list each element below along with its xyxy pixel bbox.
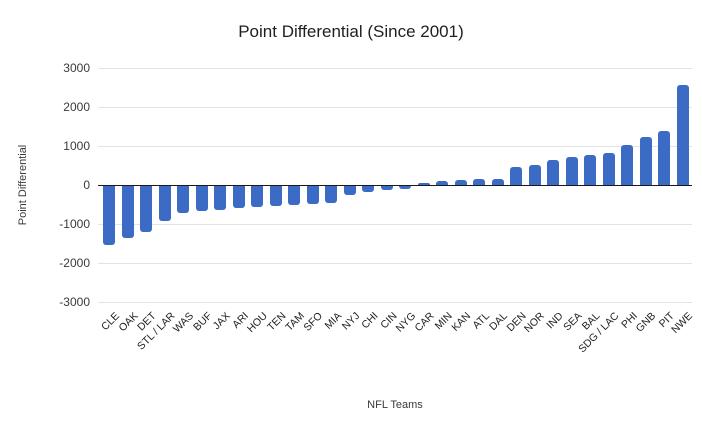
bar-ind bbox=[547, 160, 560, 185]
bar-sea bbox=[565, 157, 578, 185]
bar-cin bbox=[380, 186, 393, 190]
bar-hou bbox=[251, 186, 264, 208]
x-tick-label: JAX bbox=[210, 310, 233, 333]
y-axis-title: Point Differential bbox=[17, 144, 29, 226]
gridline bbox=[98, 106, 692, 108]
y-tick-label: 2000 bbox=[63, 99, 90, 114]
bar-pit bbox=[658, 131, 671, 185]
gridline bbox=[98, 263, 692, 265]
bar-buf bbox=[195, 186, 208, 211]
y-tick-label: 1000 bbox=[63, 138, 90, 153]
y-tick-label: 3000 bbox=[63, 60, 90, 75]
bar-bal bbox=[584, 154, 597, 185]
bar-oak bbox=[121, 186, 134, 238]
x-tick-label: CLE bbox=[98, 310, 122, 333]
bar-tam bbox=[288, 186, 301, 206]
y-tick-label: 0 bbox=[83, 178, 90, 192]
bar-kan bbox=[454, 179, 467, 185]
chart-title: Point Differential (Since 2001) bbox=[238, 22, 464, 41]
bar-stl-lar bbox=[158, 186, 171, 221]
bar-sdg-lac bbox=[602, 152, 615, 185]
y-tick-label: -1000 bbox=[59, 217, 90, 232]
x-tick-label: MIN bbox=[432, 310, 455, 333]
bar-gnb bbox=[639, 137, 652, 185]
bar-nyg bbox=[399, 186, 412, 189]
x-tick-label: SFO bbox=[301, 310, 326, 334]
bar-nyj bbox=[343, 186, 356, 195]
bar-was bbox=[177, 186, 190, 213]
bar-det bbox=[140, 186, 153, 232]
gridline bbox=[98, 302, 692, 304]
bar-ari bbox=[232, 186, 245, 209]
bar-car bbox=[417, 183, 430, 185]
x-tick-label: NWE bbox=[669, 310, 696, 336]
x-axis-title: NFL Teams bbox=[367, 399, 423, 411]
bar-atl bbox=[473, 179, 486, 185]
y-tick-label: -2000 bbox=[59, 256, 90, 271]
bar-min bbox=[436, 181, 449, 185]
bar-jax bbox=[214, 186, 227, 210]
bar-ten bbox=[269, 186, 282, 207]
gridline bbox=[98, 224, 692, 226]
x-tick-label: CHI bbox=[359, 310, 381, 332]
bar-den bbox=[510, 166, 523, 185]
x-tick-label: MIA bbox=[322, 310, 344, 332]
bar-cle bbox=[103, 186, 116, 245]
bar-nor bbox=[528, 165, 541, 185]
bar-chi bbox=[362, 186, 375, 193]
x-tick-label: GNB bbox=[633, 310, 659, 335]
bar-dal bbox=[491, 178, 504, 185]
gridline bbox=[98, 67, 692, 69]
bar-nwe bbox=[676, 85, 689, 185]
y-tick-label: -3000 bbox=[59, 295, 90, 310]
gridline bbox=[98, 145, 692, 147]
bar-mia bbox=[325, 186, 338, 204]
x-tick-label: IND bbox=[544, 310, 566, 332]
x-tick-label: ATL bbox=[470, 310, 492, 332]
x-axis-line bbox=[98, 185, 692, 186]
bar-sfo bbox=[306, 186, 319, 205]
bar-phi bbox=[621, 144, 634, 185]
